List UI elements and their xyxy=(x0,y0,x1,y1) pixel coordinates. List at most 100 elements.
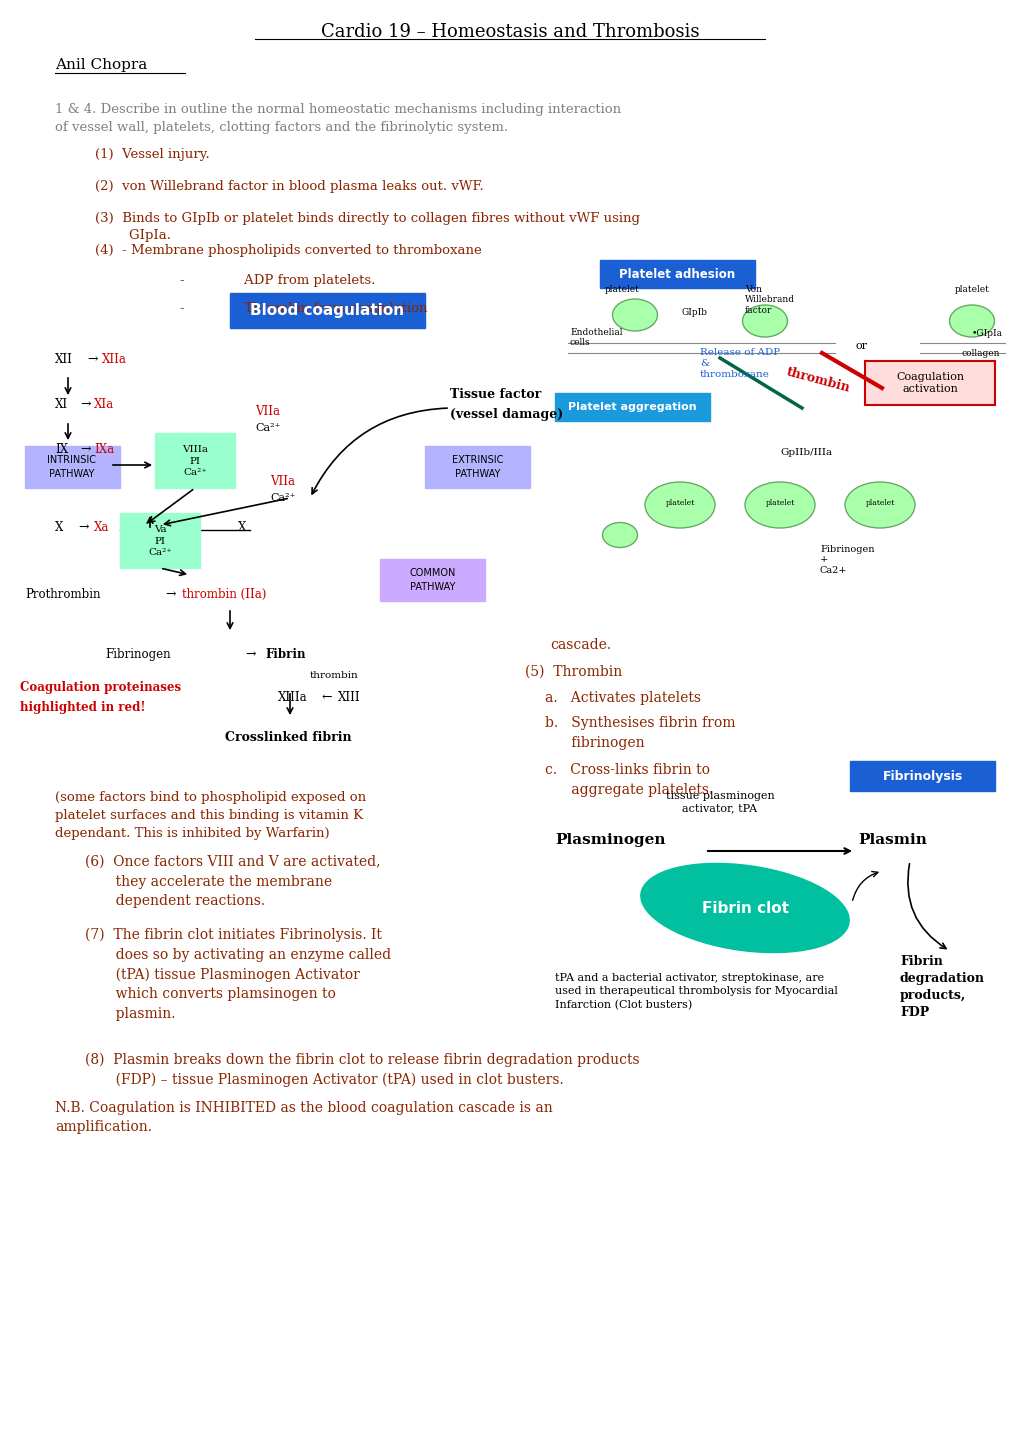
Text: Anil Chopra: Anil Chopra xyxy=(55,58,147,72)
Text: Fibrin
degradation
products,
FDP: Fibrin degradation products, FDP xyxy=(899,955,984,1019)
Text: platelet: platelet xyxy=(664,499,694,506)
Text: c.   Cross-links fibrin to
      aggregate platelets.: c. Cross-links fibrin to aggregate plate… xyxy=(544,763,712,797)
Text: Prothrombin: Prothrombin xyxy=(25,587,101,600)
Text: Endothelial
cells: Endothelial cells xyxy=(570,328,622,348)
Text: Tissue factor: Tissue factor xyxy=(449,388,541,401)
Text: platelet: platelet xyxy=(604,286,639,294)
Text: (5)  Thrombin: (5) Thrombin xyxy=(525,665,622,680)
Text: EXTRINSIC
PATHWAY: EXTRINSIC PATHWAY xyxy=(451,456,502,479)
Text: →: → xyxy=(245,648,255,661)
Text: XI: XI xyxy=(55,398,68,411)
Text: Von
Willebrand
factor: Von Willebrand factor xyxy=(744,286,794,315)
Text: Plasmin: Plasmin xyxy=(857,833,926,847)
Ellipse shape xyxy=(644,482,714,528)
Text: tissue plasminogen
activator, tPA: tissue plasminogen activator, tPA xyxy=(665,791,773,814)
Text: IXa: IXa xyxy=(94,443,114,456)
Ellipse shape xyxy=(742,304,787,338)
Text: COMMON
PATHWAY: COMMON PATHWAY xyxy=(409,569,455,592)
Text: →: → xyxy=(79,443,91,456)
Text: (1)  Vessel injury.: (1) Vessel injury. xyxy=(95,149,210,162)
Ellipse shape xyxy=(611,299,657,330)
Text: INTRINSIC
PATHWAY: INTRINSIC PATHWAY xyxy=(48,456,97,479)
Text: →: → xyxy=(165,587,175,600)
Text: cascade.: cascade. xyxy=(549,638,610,652)
Text: Platelet aggregation: Platelet aggregation xyxy=(568,403,696,413)
Text: ←: ← xyxy=(322,691,332,704)
FancyBboxPatch shape xyxy=(229,293,425,328)
Text: Platelet adhesion: Platelet adhesion xyxy=(619,267,735,280)
Text: N.B. Coagulation is INHIBITED as the blood coagulation cascade is an
amplificati: N.B. Coagulation is INHIBITED as the blo… xyxy=(55,1101,552,1134)
Text: XII: XII xyxy=(55,354,72,367)
Text: thrombin: thrombin xyxy=(784,365,851,394)
FancyBboxPatch shape xyxy=(554,392,709,421)
Text: X: X xyxy=(55,521,63,534)
Text: highlighted in red!: highlighted in red! xyxy=(20,701,146,714)
Text: Crosslinked fibrin: Crosslinked fibrin xyxy=(225,732,352,745)
FancyBboxPatch shape xyxy=(425,446,530,488)
Text: tPA and a bacterial activator, streptokinase, are
used in therapeutical thrombol: tPA and a bacterial activator, streptoki… xyxy=(554,973,837,1010)
FancyBboxPatch shape xyxy=(25,446,120,488)
Text: Cardio 19 – Homeostasis and Thrombosis: Cardio 19 – Homeostasis and Thrombosis xyxy=(320,23,699,40)
Text: (4)  - Membrane phospholipids converted to thromboxane: (4) - Membrane phospholipids converted t… xyxy=(95,244,481,257)
FancyBboxPatch shape xyxy=(849,760,994,791)
Text: platelet: platelet xyxy=(954,286,988,294)
Text: a.   Activates platelets: a. Activates platelets xyxy=(544,691,700,706)
Ellipse shape xyxy=(744,482,814,528)
Text: (3)  Binds to GIpIb or platelet binds directly to collagen fibres without vWF us: (3) Binds to GIpIb or platelet binds dir… xyxy=(95,212,639,242)
Text: Plasminogen: Plasminogen xyxy=(554,833,664,847)
Text: VIIa: VIIa xyxy=(255,405,280,418)
Text: VIIIa
PI
Ca²⁺: VIIIa PI Ca²⁺ xyxy=(181,444,208,478)
Text: •GIpIa: •GIpIa xyxy=(971,329,1002,338)
Text: collagen: collagen xyxy=(961,349,1000,358)
Text: (vessel damage): (vessel damage) xyxy=(449,408,562,421)
Text: 1 & 4. Describe in outline the normal homeostatic mechanisms including interacti: 1 & 4. Describe in outline the normal ho… xyxy=(55,102,621,134)
Text: or: or xyxy=(854,341,866,351)
FancyBboxPatch shape xyxy=(155,433,234,488)
Text: →: → xyxy=(77,521,89,534)
Text: (6)  Once factors VIII and V are activated,
       they accelerate the membrane
: (6) Once factors VIII and V are activate… xyxy=(85,856,380,908)
Ellipse shape xyxy=(949,304,994,338)
FancyBboxPatch shape xyxy=(864,361,994,405)
Text: Ca²⁺: Ca²⁺ xyxy=(270,494,296,504)
Text: Ca²⁺: Ca²⁺ xyxy=(255,423,280,433)
Text: thrombin (IIa): thrombin (IIa) xyxy=(181,587,266,600)
Text: Fibrinogen
+
Ca2+: Fibrinogen + Ca2+ xyxy=(819,545,873,574)
Text: IX: IX xyxy=(55,443,68,456)
Text: XIIIa: XIIIa xyxy=(278,691,308,704)
Ellipse shape xyxy=(602,522,637,547)
Ellipse shape xyxy=(640,863,848,952)
Text: Fibrin: Fibrin xyxy=(265,648,306,661)
Text: →: → xyxy=(87,354,98,367)
Text: GpIIb/IIIa: GpIIb/IIIa xyxy=(780,447,832,457)
Text: b.   Synthesises fibrin from
      fibrinogen: b. Synthesises fibrin from fibrinogen xyxy=(544,716,735,749)
Text: -              Thrombin from coagulation: - Thrombin from coagulation xyxy=(179,302,427,315)
Text: (8)  Plasmin breaks down the fibrin clot to release fibrin degradation products
: (8) Plasmin breaks down the fibrin clot … xyxy=(85,1053,639,1088)
Text: platelet: platelet xyxy=(764,499,794,506)
Text: Va
PI
Ca²⁺: Va PI Ca²⁺ xyxy=(148,525,172,557)
Ellipse shape xyxy=(844,482,914,528)
Text: Fibrin clot: Fibrin clot xyxy=(701,900,788,915)
Text: →: → xyxy=(79,398,91,411)
Text: (7)  The fibrin clot initiates Fibrinolysis. It
       does so by activating an : (7) The fibrin clot initiates Fibrinolys… xyxy=(85,928,390,1022)
Text: -              ADP from platelets.: - ADP from platelets. xyxy=(179,274,375,287)
Text: platelet: platelet xyxy=(864,499,894,506)
Text: Blood coagulation: Blood coagulation xyxy=(251,303,405,317)
Text: (2)  von Willebrand factor in blood plasma leaks out. vWF.: (2) von Willebrand factor in blood plasm… xyxy=(95,180,483,193)
Text: Coagulation proteinases: Coagulation proteinases xyxy=(20,681,181,694)
Text: Fibrinogen: Fibrinogen xyxy=(105,648,170,661)
Text: X: X xyxy=(237,521,247,534)
Text: Xa: Xa xyxy=(94,521,109,534)
FancyBboxPatch shape xyxy=(120,514,200,569)
Text: VIIa: VIIa xyxy=(270,475,294,488)
FancyBboxPatch shape xyxy=(380,558,484,600)
FancyBboxPatch shape xyxy=(599,260,754,289)
Text: (some factors bind to phospholipid exposed on
platelet surfaces and this binding: (some factors bind to phospholipid expos… xyxy=(55,791,366,840)
Text: Fibrinolysis: Fibrinolysis xyxy=(881,769,962,782)
Text: XIa: XIa xyxy=(94,398,114,411)
Text: Coagulation
activation: Coagulation activation xyxy=(895,372,963,394)
Text: XIII: XIII xyxy=(337,691,361,704)
Text: Release of ADP
&
thromboxane: Release of ADP & thromboxane xyxy=(699,348,780,380)
Text: thrombin: thrombin xyxy=(310,671,359,680)
Text: XIIa: XIIa xyxy=(102,354,126,367)
Text: GIpIb: GIpIb xyxy=(682,307,707,317)
